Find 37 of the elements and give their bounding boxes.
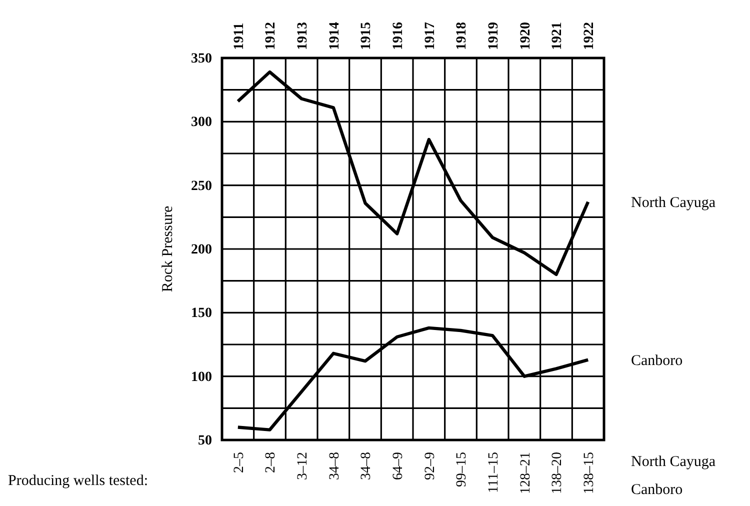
x-tick-label: 1921 xyxy=(550,22,566,50)
y-tick-label: 50 xyxy=(198,433,212,448)
text: 34–8 xyxy=(327,452,342,480)
y-axis-title: Rock Pressure xyxy=(160,206,176,292)
text: North Cayuga xyxy=(631,195,716,212)
text: 3–12 xyxy=(295,452,310,480)
text: Producing wells tested: xyxy=(8,473,148,489)
y-tick-label: 250 xyxy=(191,178,212,194)
x-tick-label: 1911 xyxy=(232,22,247,50)
text: Canboro xyxy=(631,353,683,370)
text: 2–5 xyxy=(232,452,247,473)
y-tick-label: 100 xyxy=(191,370,212,385)
text: 64–9 xyxy=(390,452,406,480)
x-tick-label: 1913 xyxy=(295,22,310,50)
x-tick-label: 1922 xyxy=(582,22,597,50)
y-tick-label: 350 xyxy=(191,51,212,66)
text: Canboro xyxy=(631,482,683,498)
y-tick-label: 200 xyxy=(191,242,212,258)
text: North Cayuga xyxy=(631,454,716,470)
x-tick-label: 1914 xyxy=(327,22,342,50)
x-tick-label: 1915 xyxy=(359,22,374,50)
text: 2–8 xyxy=(264,452,279,473)
text: 128–21 xyxy=(518,452,534,494)
x-tick-label: 1920 xyxy=(518,22,534,50)
text: 92–9 xyxy=(422,452,438,480)
text: 34–8 xyxy=(359,452,374,480)
x-tick-label: 1916 xyxy=(390,22,406,50)
x-tick-label: 1912 xyxy=(264,22,279,50)
text: 111–15 xyxy=(486,452,502,493)
y-tick-label: 150 xyxy=(191,306,212,322)
x-tick-label: 1919 xyxy=(486,22,502,50)
text: 138–20 xyxy=(550,452,566,494)
x-tick-label: 1918 xyxy=(454,22,470,50)
text: 138–15 xyxy=(582,452,597,494)
text: 99–15 xyxy=(454,452,470,487)
y-tick-label: 300 xyxy=(191,115,212,130)
x-tick-label: 1917 xyxy=(422,22,438,50)
